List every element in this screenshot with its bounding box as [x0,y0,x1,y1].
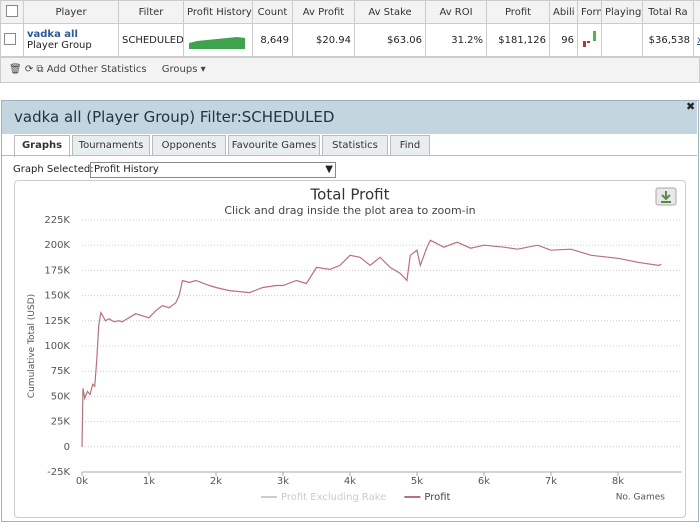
y-tick-label: 50K [51,391,71,402]
cell: 31.2% [425,23,487,57]
x-tick-label: 4k [344,476,356,487]
window-title: vadka all (Player Group) Filter:SCHEDULE… [14,108,335,126]
chart: Total Profit Click and drag inside the p… [27,186,682,503]
tab[interactable]: Find [390,135,430,156]
cell: SCHEDULED [118,23,184,57]
chart-title: Total Profit [310,186,390,204]
y-tick-label: 175K [44,265,70,276]
header[interactable]: Playing [601,0,643,24]
tab[interactable]: Opponents [152,135,226,156]
header[interactable]: Count [252,0,293,24]
cell: $63.06 [354,23,426,57]
tab[interactable]: Favourite Games [228,135,320,156]
header[interactable]: Av Profit [292,0,355,24]
window-title-bar: vadka all (Player Group) Filter:SCHEDULE… [2,101,697,134]
tab[interactable]: Statistics [322,135,388,156]
sparkline [189,36,245,49]
header[interactable]: Form [577,0,602,24]
x-tick-label: 5k [411,476,423,487]
header[interactable]: Profit [486,0,550,24]
y-axis-label: Cumulative Total (USD) [27,294,37,398]
x-tick-label: 3k [277,476,289,487]
cell: $20.94 [292,23,355,57]
header[interactable]: Total Ra [642,0,694,24]
header[interactable]: Abili [549,0,578,24]
graph-select[interactable]: Profit History ▼ [90,162,336,178]
y-tick-label: 75K [51,366,71,377]
x-axis-label: No. Games [616,493,666,503]
x-tick-label: 7k [545,476,557,487]
cell: $36,538 [642,23,694,57]
y-tick-label: 225K [44,215,70,226]
cell: 96 [549,23,578,57]
cell: $181,126 [486,23,550,57]
y-tick-label: -25K [47,467,70,478]
close-button[interactable]: ✖ [686,100,696,113]
window [1,100,699,522]
header[interactable]: Player [23,0,119,24]
tab[interactable]: Tournaments [72,135,150,156]
data-row[interactable]: vadka all Player Group SCHEDULED 8,649 $2… [0,23,700,57]
header[interactable]: Av ROI [425,0,487,24]
header[interactable]: Filter [118,0,184,24]
player-type: Player Group [27,40,92,51]
graph-select-value: Profit History [94,164,159,175]
player-name[interactable]: vadka all [27,29,78,40]
y-tick-label: 25K [51,417,71,428]
x-tick-label: 8k [612,476,624,487]
y-tick-label: 125K [44,316,70,327]
x-tick-label: 6k [478,476,490,487]
tab[interactable]: Graphs [14,135,70,157]
legend-label[interactable]: Profit Excluding Rake [281,492,386,503]
header[interactable]: Profit History [183,0,253,24]
graph-label: Graph Selected: [13,164,94,175]
chart-frame [14,180,686,518]
header-row: Player Filter Profit History Count Av Pr… [0,0,700,24]
groups-button[interactable]: Groups [161,64,198,75]
stats-table: Player Filter Profit History Count Av Pr… [0,0,700,57]
add-stats-button[interactable]: Add Other Statistics [46,64,147,75]
checkbox[interactable] [4,32,16,45]
profit-line [81,239,662,447]
toolbar: 🗑 ⟳ ⧉ Add Other Statistics Groups ▾ [0,57,700,83]
cell: 8,649 [252,23,293,57]
chart-subtitle: Click and drag inside the plot area to z… [224,204,475,217]
y-tick-label: 100K [44,341,70,352]
y-tick-label: 200K [44,240,70,251]
remove-link[interactable]: x [693,23,700,57]
x-tick-label: 2k [210,476,222,487]
legend-label[interactable]: Profit [424,492,450,503]
x-tick-label: 1k [143,476,155,487]
y-tick-label: 0 [64,442,70,453]
form-sparkline [583,30,596,47]
checkbox[interactable] [6,4,18,17]
header[interactable]: Av Stake [354,0,426,24]
x-tick-label: 0k [76,476,88,487]
y-tick-label: 150K [44,291,70,302]
